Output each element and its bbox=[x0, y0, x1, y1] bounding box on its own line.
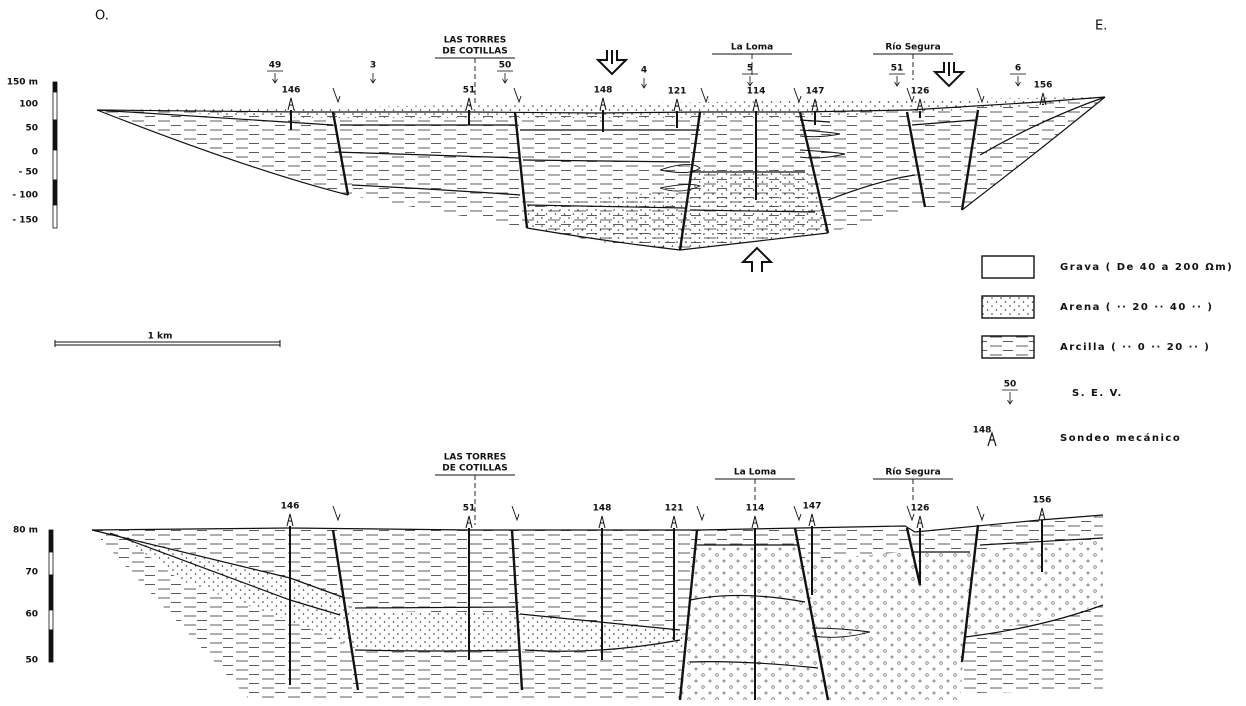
scale-segment bbox=[53, 82, 57, 92]
fault-arrow bbox=[794, 88, 801, 102]
scale-segment bbox=[53, 120, 57, 150]
legend-sev-number: 50 bbox=[1004, 380, 1017, 390]
legend-swatch bbox=[982, 336, 1034, 358]
sev-label: 49 bbox=[269, 61, 282, 71]
east-label: E. bbox=[1095, 19, 1107, 34]
borehole-rig bbox=[466, 516, 472, 528]
borehole-label: 114 bbox=[747, 87, 766, 97]
fault-arrow bbox=[697, 506, 704, 520]
place-label: LAS TORRES bbox=[444, 453, 507, 463]
sev-arrow bbox=[642, 78, 647, 88]
borehole-label: 51 bbox=[463, 86, 476, 96]
place-label: Río Segura bbox=[885, 43, 940, 53]
place-label: Río Segura bbox=[885, 468, 940, 478]
fault-arrow bbox=[514, 88, 521, 102]
sev-label: 51 bbox=[891, 64, 904, 74]
scale-label: 50 bbox=[25, 124, 38, 134]
scale-label: 100 bbox=[19, 100, 38, 110]
sev-arrow bbox=[371, 73, 376, 83]
scale-label: 50 bbox=[25, 656, 38, 666]
borehole-label: 147 bbox=[803, 502, 822, 512]
fault-arrow bbox=[512, 506, 519, 520]
scale-segment bbox=[53, 180, 57, 205]
borehole-label: 51 bbox=[463, 504, 476, 514]
legend-label: Grava ( De 40 a 200 Ωm) bbox=[1060, 262, 1233, 273]
fault-arrow bbox=[701, 88, 708, 102]
fault-arrow bbox=[977, 506, 984, 520]
movement-arrow bbox=[743, 248, 771, 272]
legend-sondeo-label: Sondeo mecánico bbox=[1060, 432, 1181, 444]
legend-swatch bbox=[982, 296, 1034, 318]
sev-label: 5 bbox=[747, 64, 753, 74]
fault-arrow bbox=[794, 506, 801, 520]
fault-arrow bbox=[333, 506, 340, 520]
borehole-rig bbox=[599, 516, 605, 528]
legend-sev-symbol bbox=[1002, 390, 1018, 404]
legend-label: Arcilla ( ·· 0 ·· 20 ·· ) bbox=[1060, 342, 1210, 353]
borehole-label: 146 bbox=[281, 502, 300, 512]
borehole-rig bbox=[917, 516, 923, 528]
sev-arrow bbox=[895, 76, 900, 86]
borehole-rig bbox=[809, 514, 815, 526]
scale-label: - 50 bbox=[19, 168, 38, 178]
sev-arrow bbox=[1016, 76, 1021, 86]
sev-label: 4 bbox=[641, 66, 647, 76]
borehole-label: 121 bbox=[668, 87, 687, 97]
borehole-label: 148 bbox=[594, 86, 613, 96]
drawing bbox=[49, 50, 1105, 700]
place-label: DE COTILLAS bbox=[442, 47, 507, 57]
borehole-label: 126 bbox=[911, 504, 930, 514]
scale-label: 150 m bbox=[7, 78, 38, 88]
scale-segment bbox=[49, 630, 53, 662]
legend-sondeo-number: 148 bbox=[973, 426, 992, 436]
scale-segment bbox=[53, 150, 57, 180]
fault-arrow bbox=[333, 88, 340, 102]
legend-label: Arena ( ·· 20 ·· 40 ·· ) bbox=[1060, 302, 1213, 313]
legend-sev-label: S. E. V. bbox=[1072, 388, 1123, 399]
borehole-rig bbox=[752, 516, 758, 528]
west-label: O. bbox=[95, 9, 109, 24]
sev-arrow bbox=[748, 76, 753, 86]
cross-section-figure: O.E.150 m100500- 50- 100- 150LAS TORRESD… bbox=[0, 0, 1246, 706]
scale-segment bbox=[49, 552, 53, 575]
place-label: DE COTILLAS bbox=[442, 464, 507, 474]
scale-label: 60 bbox=[25, 610, 38, 620]
borehole-label: 114 bbox=[746, 504, 765, 514]
borehole-label: 156 bbox=[1034, 81, 1053, 91]
borehole-rig bbox=[1039, 508, 1045, 520]
place-label: LAS TORRES bbox=[444, 36, 507, 46]
place-label: La Loma bbox=[734, 468, 776, 478]
scale-segment bbox=[49, 530, 53, 552]
borehole-label: 156 bbox=[1033, 496, 1052, 506]
place-label: La Loma bbox=[731, 43, 773, 53]
sev-label: 3 bbox=[370, 61, 376, 71]
movement-arrow bbox=[935, 62, 963, 86]
scale-label: 0 bbox=[32, 148, 38, 158]
borehole-rig bbox=[287, 514, 293, 526]
scale-label: 80 m bbox=[13, 526, 38, 536]
borehole-label: 121 bbox=[665, 504, 684, 514]
borehole-label: 126 bbox=[911, 87, 930, 97]
scale-segment bbox=[53, 92, 57, 120]
scale-label: - 150 bbox=[12, 216, 38, 226]
scale-segment bbox=[49, 610, 53, 630]
sev-label: 50 bbox=[499, 61, 512, 71]
scale-segment bbox=[53, 205, 57, 228]
scale-segment bbox=[49, 575, 53, 610]
scale-label: 70 bbox=[25, 568, 38, 578]
borehole-rig bbox=[671, 516, 677, 528]
sev-arrow bbox=[273, 73, 278, 83]
sev-label: 6 bbox=[1015, 64, 1021, 74]
legend-swatch bbox=[982, 256, 1034, 278]
sev-arrow bbox=[503, 73, 508, 83]
movement-arrow bbox=[598, 50, 626, 74]
borehole-label: 146 bbox=[282, 86, 301, 96]
borehole-label: 147 bbox=[806, 87, 825, 97]
scale-label: - 100 bbox=[12, 191, 38, 201]
scale-bar-label: 1 km bbox=[148, 332, 173, 342]
borehole-label: 148 bbox=[593, 504, 612, 514]
